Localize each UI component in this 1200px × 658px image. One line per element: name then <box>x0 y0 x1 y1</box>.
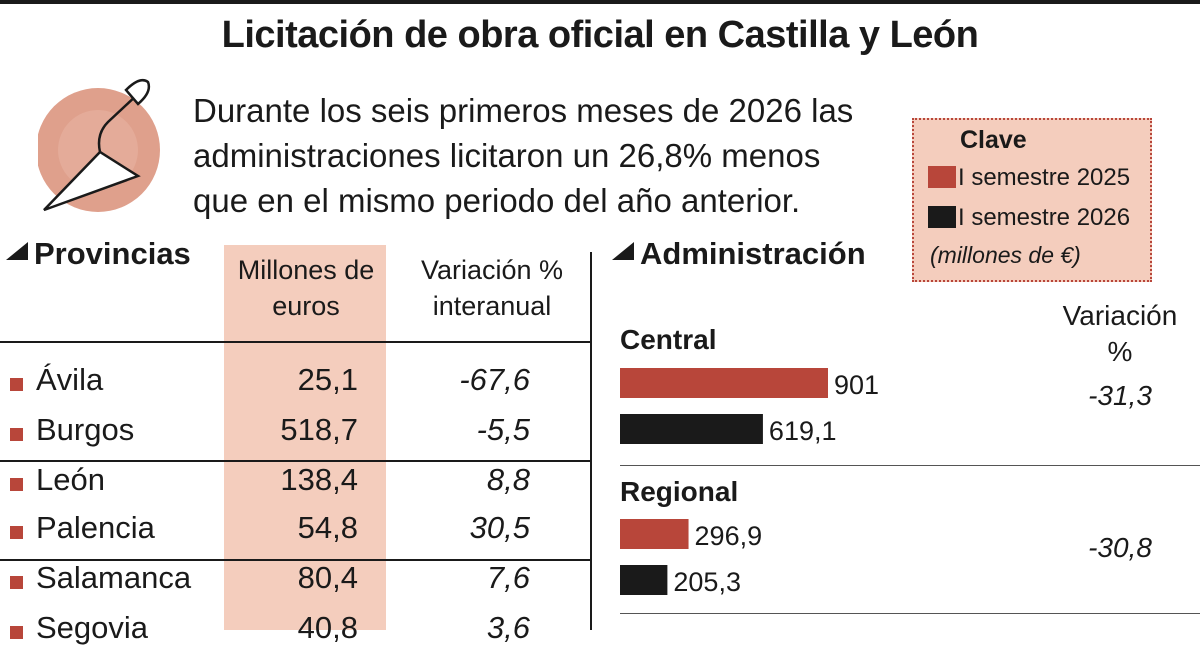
bar-value-label: 901 <box>834 370 879 400</box>
category-central: Central <box>620 324 717 355</box>
province-variation: 7,6 <box>486 560 530 595</box>
variation-central: -31,3 <box>1088 380 1152 411</box>
administracion-bars: 901 619,1 296,9 205,3 <box>620 368 879 597</box>
province-name: Palencia <box>36 510 155 545</box>
province-value: 25,1 <box>297 362 358 397</box>
bar-central-2026 <box>620 414 763 444</box>
legend-item-2025: I semestre 2025 <box>928 164 1130 192</box>
row-bullet <box>10 478 23 491</box>
table-row: León 138,4 8,8 <box>0 462 600 510</box>
administracion-heading: Administración <box>612 236 866 272</box>
provincias-heading: Provincias <box>6 236 191 272</box>
trowel-icon <box>38 79 160 212</box>
legend-swatch-2026 <box>928 206 956 228</box>
value-column-highlight <box>224 245 386 630</box>
legend-title: Clave <box>960 126 1027 154</box>
variation-regional: -30,8 <box>1088 532 1152 563</box>
province-variation: 30,5 <box>469 510 530 545</box>
administracion-title: Administración <box>640 236 866 271</box>
province-name: Salamanca <box>36 560 192 595</box>
intro-line: administraciones licitaron un 26,8% meno… <box>193 137 821 174</box>
row-separator <box>0 460 590 462</box>
variation-header-line: % <box>1107 336 1133 367</box>
intro-line: Durante los seis primeros meses de 2026 … <box>193 92 854 129</box>
province-variation: 8,8 <box>486 462 530 497</box>
variation-header-line: Variación <box>1062 300 1178 331</box>
province-value: 138,4 <box>280 462 358 497</box>
province-name: Burgos <box>36 412 135 447</box>
bar-value-label: 619,1 <box>769 416 837 446</box>
row-bullet <box>10 526 23 539</box>
legend-unit: (millones de €) <box>930 242 1081 268</box>
bar-regional-2026 <box>620 565 668 595</box>
table-row: Ávila 25,1 -67,6 <box>0 362 600 410</box>
bar-regional-2025 <box>620 519 689 549</box>
table-row: Burgos 518,7 -5,5 <box>0 412 600 460</box>
bar-value-label: 296,9 <box>695 521 763 551</box>
row-bullet <box>10 428 23 441</box>
page-title: Licitación de obra oficial en Castilla y… <box>221 14 979 56</box>
top-rule <box>0 0 1200 4</box>
legend-item-2026: I semestre 2026 <box>928 204 1130 232</box>
column-header-variacion: Variación % interanual <box>420 255 564 321</box>
legend-label: I semestre 2026 <box>958 204 1131 231</box>
province-name: Ávila <box>36 362 104 397</box>
legend-label: I semestre 2025 <box>958 164 1131 191</box>
triangle-icon <box>612 242 634 260</box>
province-value: 518,7 <box>280 412 358 447</box>
category-separator <box>620 465 1200 466</box>
column-header-millones: Millones de euros <box>237 255 375 321</box>
province-variation: -67,6 <box>459 362 530 397</box>
legend-swatch-2025 <box>928 166 956 188</box>
intro-text: Durante los seis primeros meses de 2026 … <box>193 88 873 223</box>
province-value: 80,4 <box>297 560 358 595</box>
provincias-title: Provincias <box>34 236 191 271</box>
variation-header: Variación % <box>1040 298 1200 370</box>
row-bullet <box>10 378 23 391</box>
province-variation: -5,5 <box>476 412 530 447</box>
bar-central-2025 <box>620 368 828 398</box>
bar-value-label: 205,3 <box>673 567 741 597</box>
category-separator <box>620 613 1200 614</box>
province-value: 54,8 <box>297 510 358 545</box>
row-separator <box>0 559 590 561</box>
row-bullet <box>10 576 23 589</box>
legend: Clave I semestre 2025 I semestre 2026 (m… <box>912 118 1152 282</box>
triangle-icon <box>6 242 28 260</box>
table-row: Salamanca 80,4 7,6 <box>0 560 600 608</box>
row-separator <box>0 341 590 343</box>
category-regional: Regional <box>620 476 739 507</box>
intro-line: que en el mismo periodo del año anterior… <box>193 182 801 219</box>
table-row: Palencia 54,8 30,5 <box>0 510 600 558</box>
table-divider <box>590 252 592 630</box>
province-name: León <box>36 462 105 497</box>
